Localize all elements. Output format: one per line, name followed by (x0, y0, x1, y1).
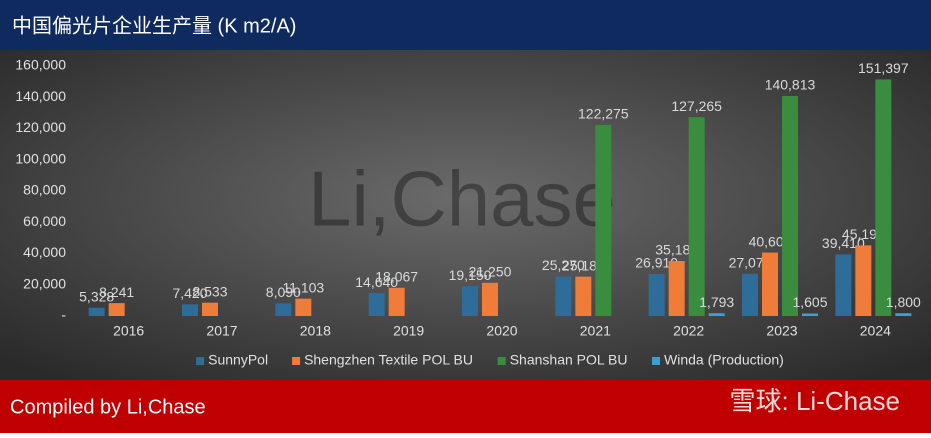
bar (895, 313, 912, 316)
x-tick-label: 2017 (206, 323, 237, 339)
y-tick-label: 140,000 (15, 88, 66, 104)
y-tick-label: 120,000 (15, 119, 66, 135)
data-label: 26,910 (635, 255, 678, 271)
y-tick-label: 80,000 (23, 182, 66, 198)
bar (742, 273, 758, 316)
bar (202, 302, 218, 316)
x-tick-label: 2020 (486, 323, 517, 339)
bar (275, 303, 292, 316)
data-label: 39,410 (822, 235, 865, 251)
data-label: 1,793 (699, 294, 734, 310)
watermark: Li,Chase (308, 155, 616, 243)
data-label: 8,090 (266, 284, 301, 300)
x-tick-label: 2016 (113, 323, 144, 339)
footer-text: Compiled by Li,Chase (10, 396, 206, 418)
x-tick-label: 2021 (580, 323, 611, 339)
data-label: 14,640 (355, 274, 398, 290)
data-label: 21,250 (469, 264, 512, 280)
legend-label: Shanshan POL BU (510, 352, 628, 368)
bar (875, 79, 892, 316)
data-label: 127,265 (671, 98, 722, 114)
legend-label: Shengzhen Textile POL BU (304, 352, 473, 368)
bar (388, 287, 405, 316)
data-label: 19,150 (449, 267, 492, 283)
bar (368, 293, 385, 316)
bar (108, 303, 125, 316)
x-tick-label: 2018 (300, 323, 331, 339)
bar (762, 252, 778, 316)
x-tick-label: 2019 (393, 323, 424, 339)
data-label: 7,420 (172, 285, 207, 301)
data-label: 140,813 (765, 77, 816, 93)
data-label: 151,397 (858, 60, 909, 76)
bar (88, 307, 105, 316)
watermark-badge: 雪球: Li-Chase (730, 386, 901, 416)
legend-label: Winda (Production) (664, 352, 784, 368)
bar (595, 124, 612, 316)
bar (575, 276, 592, 316)
bar (802, 313, 818, 316)
x-tick-label: 2024 (860, 323, 891, 339)
y-tick-label: 100,000 (15, 150, 66, 166)
chart-title: 中国偏光片企业生产量 (K m2/A) (12, 14, 296, 37)
y-tick-label: 40,000 (23, 244, 66, 260)
bar (835, 254, 852, 316)
bar (688, 117, 705, 316)
data-label: 27,070 (729, 254, 772, 270)
data-label: 5,328 (79, 288, 114, 304)
legend-swatch (196, 357, 205, 365)
x-tick-label: 2022 (673, 323, 704, 339)
legend-label: SunnyPol (208, 352, 268, 368)
y-tick-label: 60,000 (23, 213, 66, 229)
bar (295, 298, 312, 316)
data-label: 8,533 (192, 283, 227, 299)
data-label: 40,600 (749, 233, 792, 249)
data-label: 45,198 (842, 226, 885, 242)
data-label: 8,241 (99, 284, 134, 300)
data-label: 35,188 (655, 242, 698, 258)
x-tick-label: 2023 (766, 323, 797, 339)
data-label: 18,067 (375, 268, 418, 284)
bar (462, 286, 478, 316)
plot-background (0, 50, 931, 380)
data-label: 1,800 (886, 294, 921, 310)
legend-swatch (652, 357, 661, 365)
bar (668, 261, 685, 316)
y-tick-label: 20,000 (23, 275, 66, 291)
bar (855, 245, 872, 316)
data-label: 25,270 (542, 257, 585, 273)
header-band (0, 0, 931, 50)
bar (482, 282, 498, 316)
bar (555, 276, 572, 316)
bar (648, 273, 665, 316)
bar (708, 313, 725, 316)
data-label: 11,103 (282, 279, 324, 295)
data-label: 1,605 (792, 294, 827, 310)
bar (182, 304, 198, 316)
data-label: 122,275 (578, 106, 629, 122)
footer-band (0, 380, 931, 433)
data-label: 25,186 (562, 257, 605, 273)
y-tick-label: - (61, 307, 66, 323)
legend-swatch (292, 357, 301, 365)
bar (782, 95, 798, 316)
y-tick-label: 160,000 (15, 57, 66, 73)
legend-swatch (497, 357, 506, 365)
